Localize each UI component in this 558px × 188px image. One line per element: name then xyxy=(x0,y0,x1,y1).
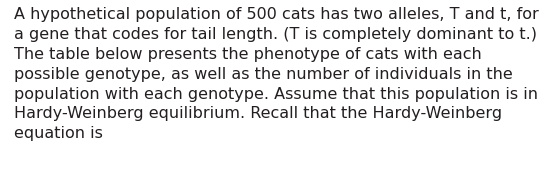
Text: A hypothetical population of 500 cats has two alleles, T and t, for
a gene that : A hypothetical population of 500 cats ha… xyxy=(14,7,538,141)
